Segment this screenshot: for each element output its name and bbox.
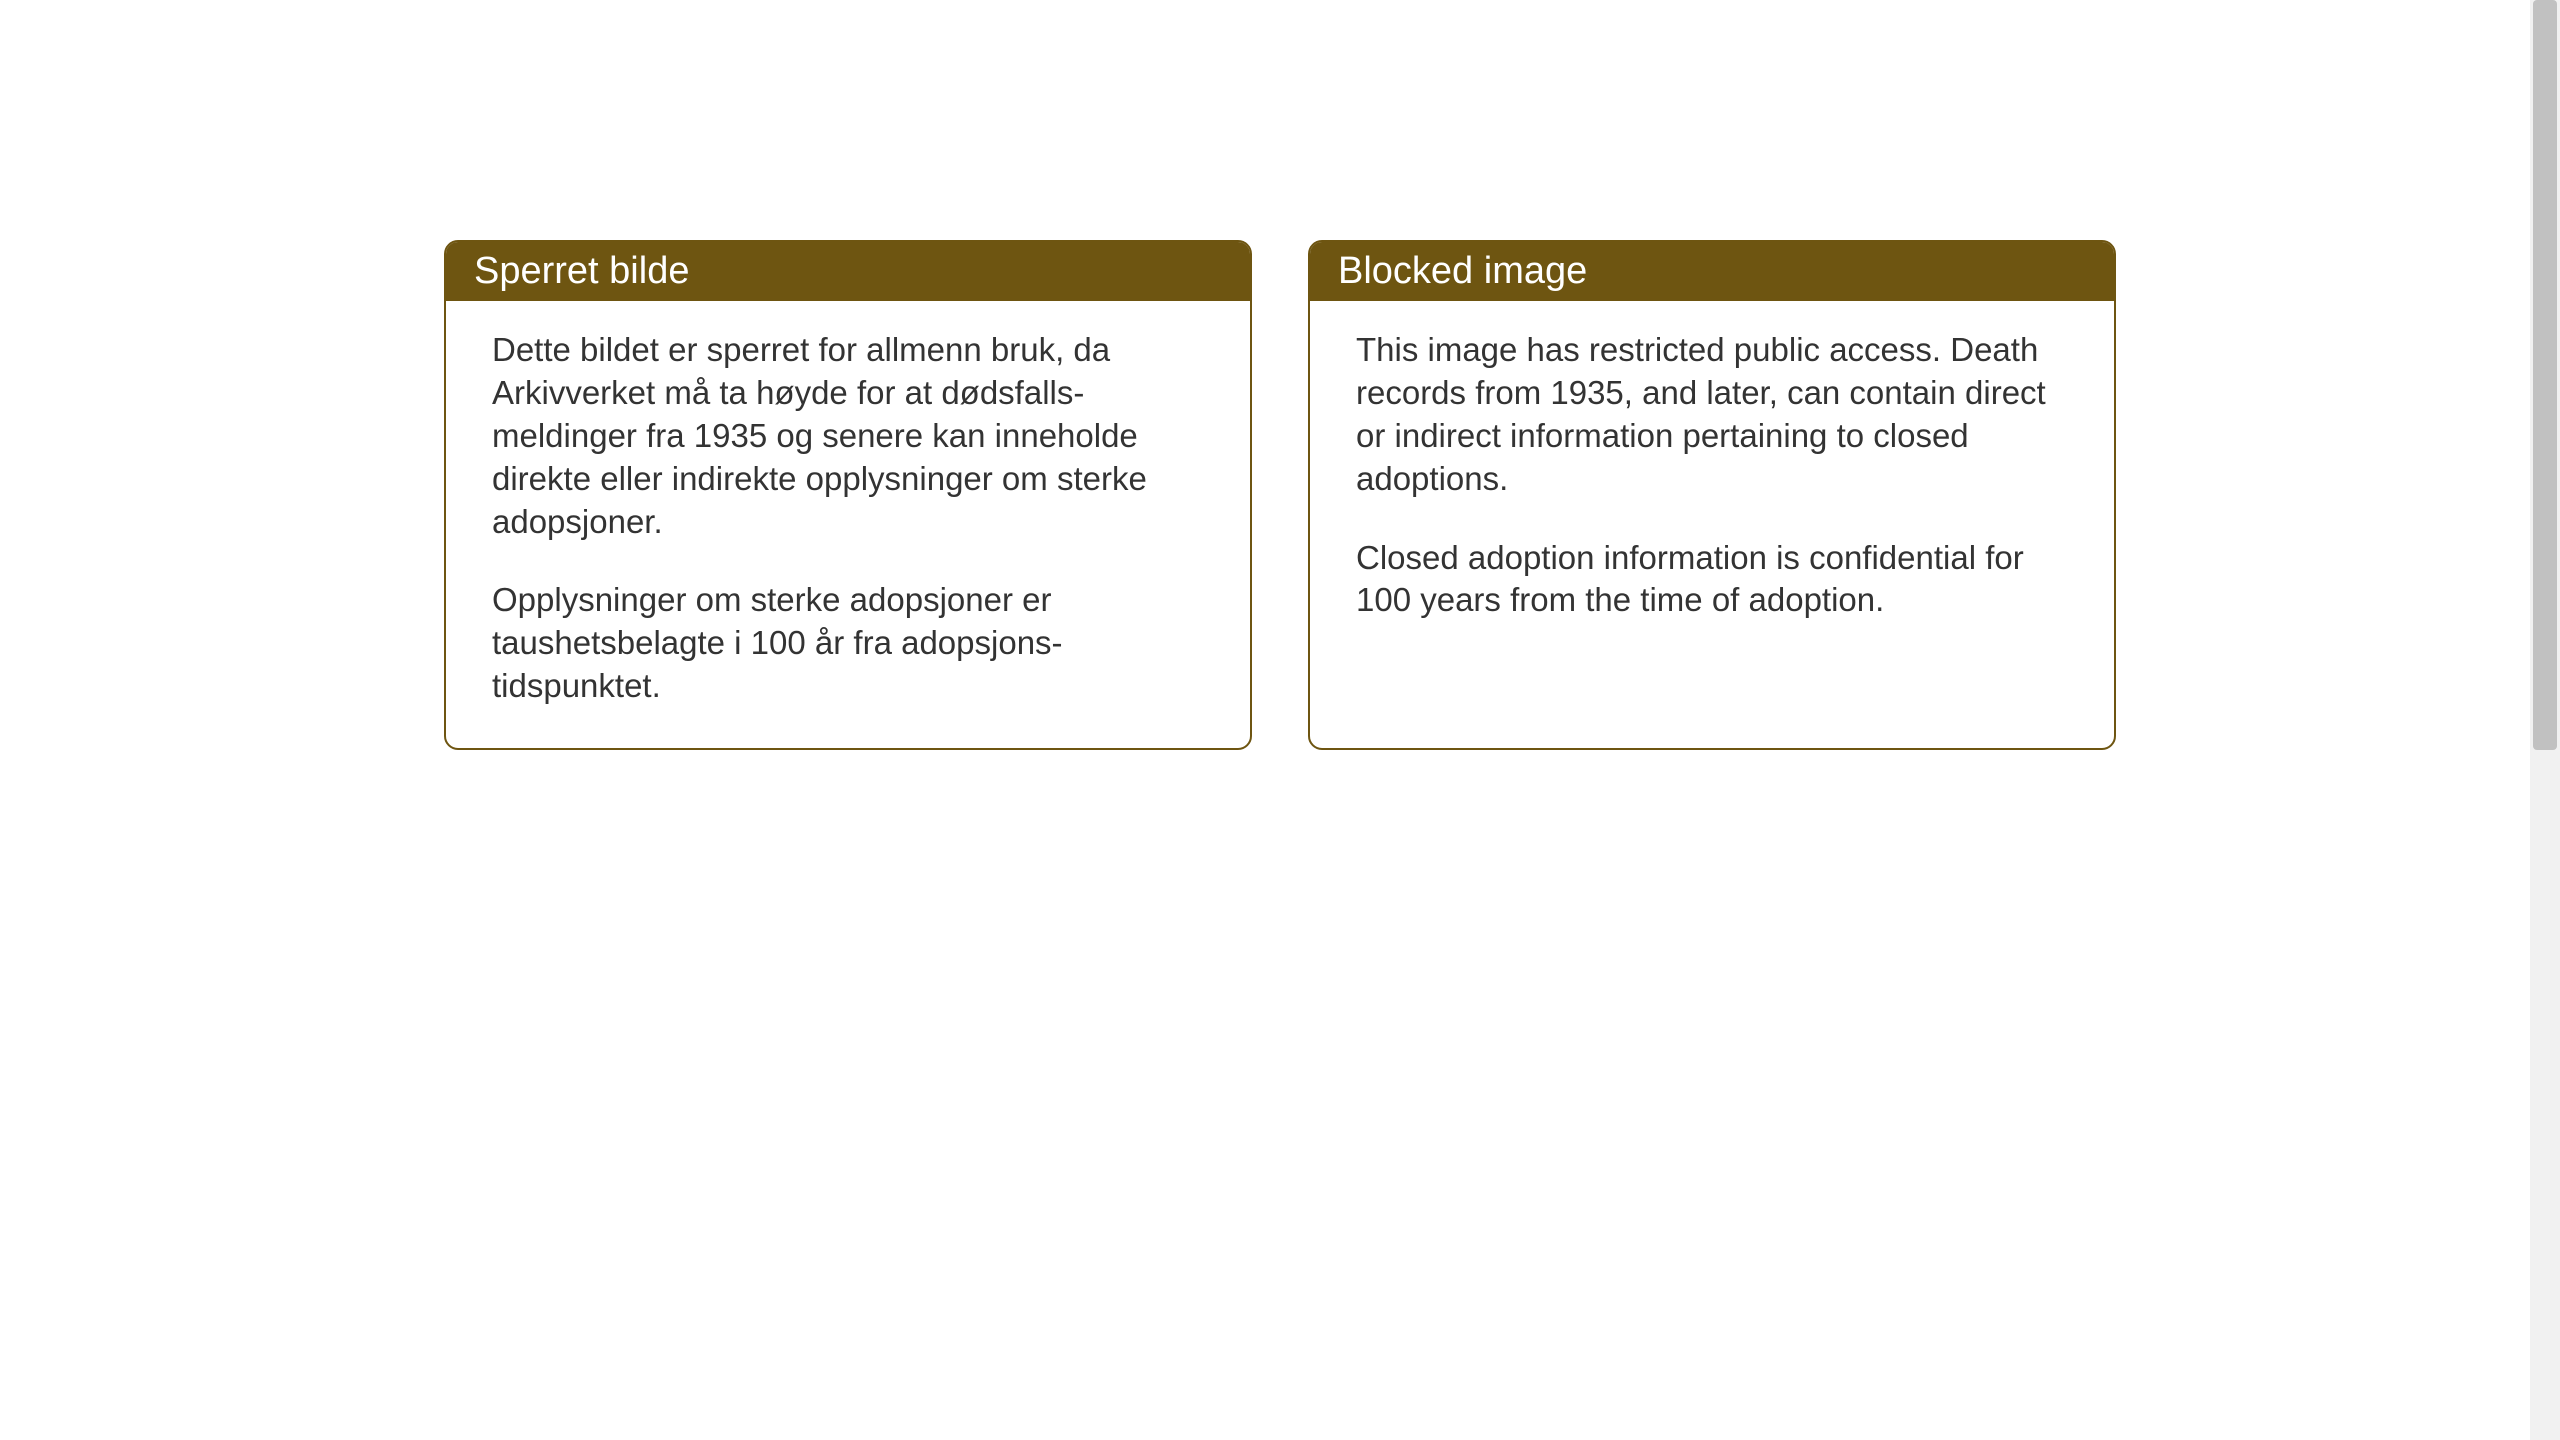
notice-body-norwegian: Dette bildet er sperret for allmenn bruk… [446,301,1250,748]
notice-paragraph-2-norwegian: Opplysninger om sterke adopsjoner er tau… [492,579,1204,708]
notice-paragraph-1-norwegian: Dette bildet er sperret for allmenn bruk… [492,329,1204,543]
notice-body-english: This image has restricted public access.… [1310,301,2114,662]
notice-paragraph-2-english: Closed adoption information is confident… [1356,537,2068,623]
notice-title-english: Blocked image [1338,250,1587,292]
notice-box-norwegian: Sperret bilde Dette bildet er sperret fo… [444,240,1252,750]
vertical-scrollbar[interactable] [2530,0,2560,1440]
notice-title-norwegian: Sperret bilde [474,250,689,292]
notice-box-english: Blocked image This image has restricted … [1308,240,2116,750]
notice-header-english: Blocked image [1310,242,2114,301]
notices-container: Sperret bilde Dette bildet er sperret fo… [444,240,2116,750]
notice-paragraph-1-english: This image has restricted public access.… [1356,329,2068,501]
notice-header-norwegian: Sperret bilde [446,242,1250,301]
scrollbar-thumb[interactable] [2533,0,2557,750]
